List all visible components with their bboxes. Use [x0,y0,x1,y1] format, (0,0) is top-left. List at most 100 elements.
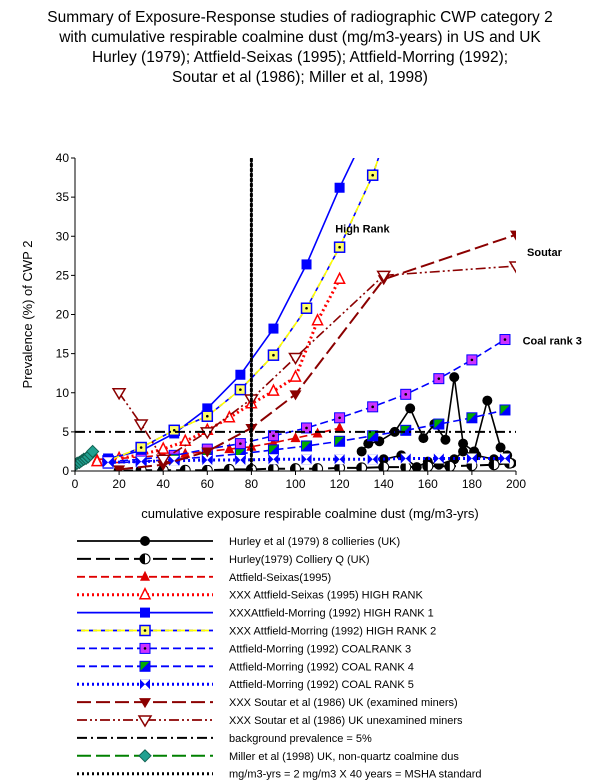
point-8-3 [202,455,213,466]
point-8-3-top [202,455,213,461]
point-5-1-dot [139,446,143,449]
y-tick-label-6: 30 [56,229,70,243]
x-tick-label-2: 40 [157,477,171,491]
point-1-15-half [444,461,450,471]
point-4-5 [268,323,279,334]
point-5-2-dot [172,429,176,432]
point-1-7-half [268,463,274,471]
y-tick-label-3: 15 [56,347,70,361]
annotation-1: Soutar [527,247,563,259]
annotation-layer: High Rank Soutar Coal rank 3 [335,223,582,347]
point-7-8-half [367,430,378,441]
point-10-0 [111,388,127,401]
legend-label-6: Attfield-Morring (1992) COALRANK 3 [229,643,411,655]
point-8-5-bottom [268,459,279,465]
point-8-2-bottom [169,460,180,466]
point-4-7 [334,182,345,193]
point-6-8-dot [371,405,374,409]
legend-label-2: Attfield-Seixas(1995) [229,572,331,584]
title-line-2: with cumulative respirable coalmine dust… [59,29,541,46]
legend-marker-12 [138,749,152,763]
point-6-12 [499,334,511,346]
point-6-11-dot [470,358,474,362]
x-tick-label-10: 200 [506,477,526,491]
series-layer [75,158,516,471]
point-2-9 [290,432,301,443]
x-tick-label-1: 20 [112,477,126,491]
point-8-7-top [334,454,345,460]
point-7-11-half [466,412,477,423]
series-3 [90,271,346,467]
point-6-9 [400,388,412,400]
title-line-3: Hurley (1979); Attfield-Seixas (1995); A… [91,49,509,66]
point-7-8 [367,430,379,442]
legend-item-6: Attfield-Morring (1992) COALRANK 3 [77,642,411,655]
point-8-12-bottom [499,458,510,464]
legend-label-9: XXX Soutar et al (1986) UK (examined min… [229,697,458,709]
point-8-8-bottom [367,459,378,465]
point-6-9-dot [404,393,408,396]
point-8-5 [268,454,279,465]
series-line-10 [118,265,516,461]
point-8-10 [433,453,444,464]
point-8-9-top [400,453,411,459]
y-tick-label-0: 0 [62,464,69,478]
legend-marker-8-bottom [140,684,150,690]
point-8-2 [169,455,180,466]
point-8-8 [367,454,378,465]
point-1-4-half [202,465,208,471]
point-1-11-half [356,462,362,471]
legend-label-10: XXX Soutar et al (1986) UK unexamined mi… [229,715,463,727]
point-5-3-dot [206,414,209,418]
point-10-1 [133,419,149,432]
point-5-3 [201,410,214,422]
legend-marker-9 [139,698,151,709]
point-6-12-dot [503,338,507,341]
point-0-11 [482,395,493,406]
x-tick-label-8: 160 [418,477,438,491]
legend-marker-8-top [140,679,150,685]
series-line-4 [107,158,355,460]
point-7-9 [400,424,412,436]
point-8-2-top [169,455,180,461]
point-5-6-dot [305,306,308,310]
title-line-1: Summary of Exposure-Response studies of … [47,9,553,26]
point-1-15 [444,460,456,471]
y-tick-label-7: 35 [56,190,70,204]
legend-item-9: XXX Soutar et al (1986) UK (examined min… [77,697,458,709]
point-8-6-bottom [301,459,312,465]
point-6-5 [267,430,279,442]
legend-label-13: mg/m3-yrs = 2 mg/m3 X 40 years = MSHA st… [229,769,481,780]
point-5-1 [135,441,147,454]
point-7-10-half [433,419,444,430]
point-8-0-bottom [103,462,114,468]
legend-marker-2 [140,570,150,581]
point-8-0-top [103,457,114,463]
point-8-10-top [433,453,444,459]
point-0-5 [418,433,429,444]
legend-item-2: Attfield-Seixas(1995) [77,570,331,584]
point-7-6-half [301,440,312,451]
point-8-11 [466,453,477,464]
legend-item-4: XXXAttfield-Morring (1992) HIGH RANK 1 [77,607,434,620]
y-axis-label: Prevalence (%) of CWP 2 [20,241,35,389]
x-tick-label-0: 0 [72,477,79,491]
point-4-3 [202,403,213,414]
point-1-17-half [488,459,494,470]
point-5-7-dot [338,245,341,249]
point-6-6 [301,422,313,434]
point-1-9 [312,463,324,471]
point-0-8 [449,372,460,383]
annotation-2: Coal rank 3 [523,335,582,347]
legend-item-11: background prevalence = 5% [77,733,372,745]
point-10-2 [155,454,171,467]
point-3-0 [90,453,104,467]
point-1-8 [290,463,301,471]
x-tick-label-3: 60 [201,477,215,491]
point-6-10 [433,373,445,385]
point-5-5-dot [272,353,275,357]
point-6-4-dot [239,442,242,445]
point-3-4 [179,433,192,447]
point-1-3 [179,464,191,471]
